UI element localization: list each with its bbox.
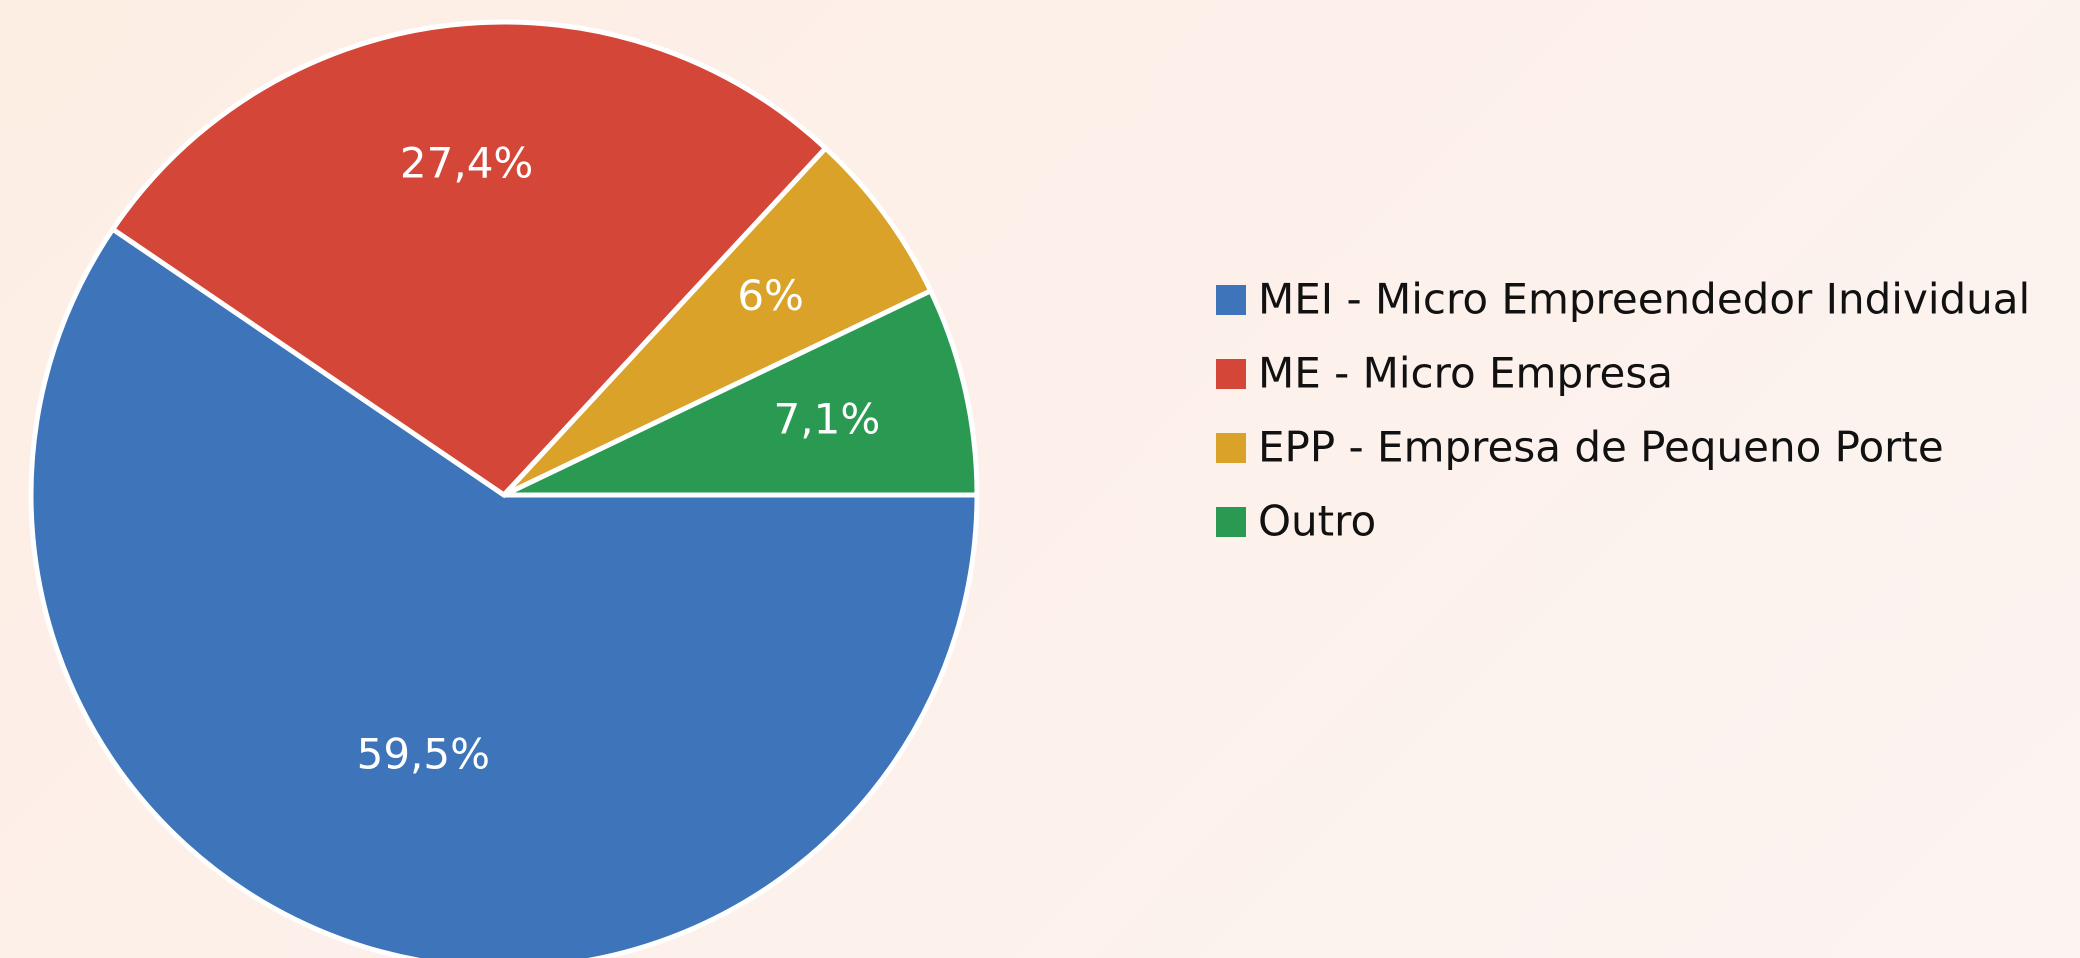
slice-label: 27,4% (400, 139, 533, 188)
legend-text: EPP - Empresa de Pequeno Porte (1258, 423, 1944, 472)
legend-swatch (1216, 507, 1246, 537)
slice-label: 7,1% (774, 394, 881, 443)
legend-swatch (1216, 285, 1246, 315)
pie-slice (109, 19, 830, 499)
legend-text: Outro (1258, 497, 1376, 546)
legend-swatch (1216, 359, 1246, 389)
pie-slice (502, 144, 935, 498)
slice-label: 59,5% (357, 730, 490, 779)
pie-slice (28, 225, 980, 958)
legend-text: MEI - Micro Empreendedor Individual (1258, 275, 2030, 324)
slice-label: 6% (737, 271, 804, 320)
pie-slice (502, 287, 980, 498)
legend-swatch (1216, 433, 1246, 463)
legend-text: ME - Micro Empresa (1258, 349, 1673, 398)
